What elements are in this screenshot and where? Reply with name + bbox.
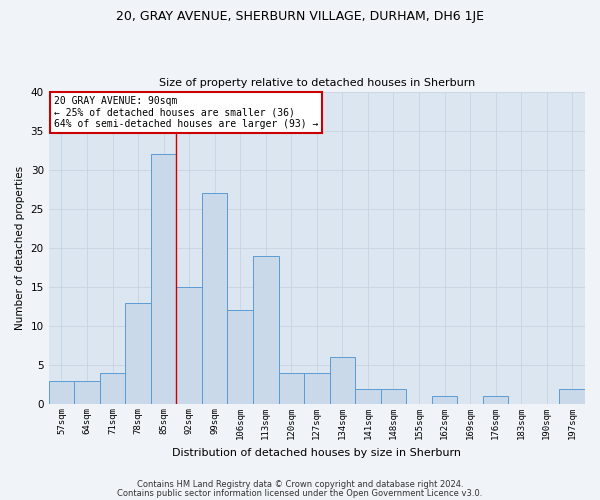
Bar	[74, 380, 100, 404]
Bar	[380, 388, 406, 404]
Text: 20, GRAY AVENUE, SHERBURN VILLAGE, DURHAM, DH6 1JE: 20, GRAY AVENUE, SHERBURN VILLAGE, DURHA…	[116, 10, 484, 23]
Bar	[49, 380, 74, 404]
Bar	[432, 396, 457, 404]
Bar	[253, 256, 278, 404]
Bar	[278, 373, 304, 404]
Text: Contains HM Land Registry data © Crown copyright and database right 2024.: Contains HM Land Registry data © Crown c…	[137, 480, 463, 489]
Bar	[125, 302, 151, 404]
X-axis label: Distribution of detached houses by size in Sherburn: Distribution of detached houses by size …	[172, 448, 461, 458]
Bar	[483, 396, 508, 404]
Bar	[202, 193, 227, 404]
Bar	[304, 373, 329, 404]
Bar	[355, 388, 380, 404]
Y-axis label: Number of detached properties: Number of detached properties	[15, 166, 25, 330]
Title: Size of property relative to detached houses in Sherburn: Size of property relative to detached ho…	[159, 78, 475, 88]
Bar	[559, 388, 585, 404]
Bar	[151, 154, 176, 404]
Bar	[176, 287, 202, 404]
Bar	[100, 373, 125, 404]
Text: 20 GRAY AVENUE: 90sqm
← 25% of detached houses are smaller (36)
64% of semi-deta: 20 GRAY AVENUE: 90sqm ← 25% of detached …	[54, 96, 319, 130]
Text: Contains public sector information licensed under the Open Government Licence v3: Contains public sector information licen…	[118, 488, 482, 498]
Bar	[227, 310, 253, 404]
Bar	[329, 358, 355, 404]
